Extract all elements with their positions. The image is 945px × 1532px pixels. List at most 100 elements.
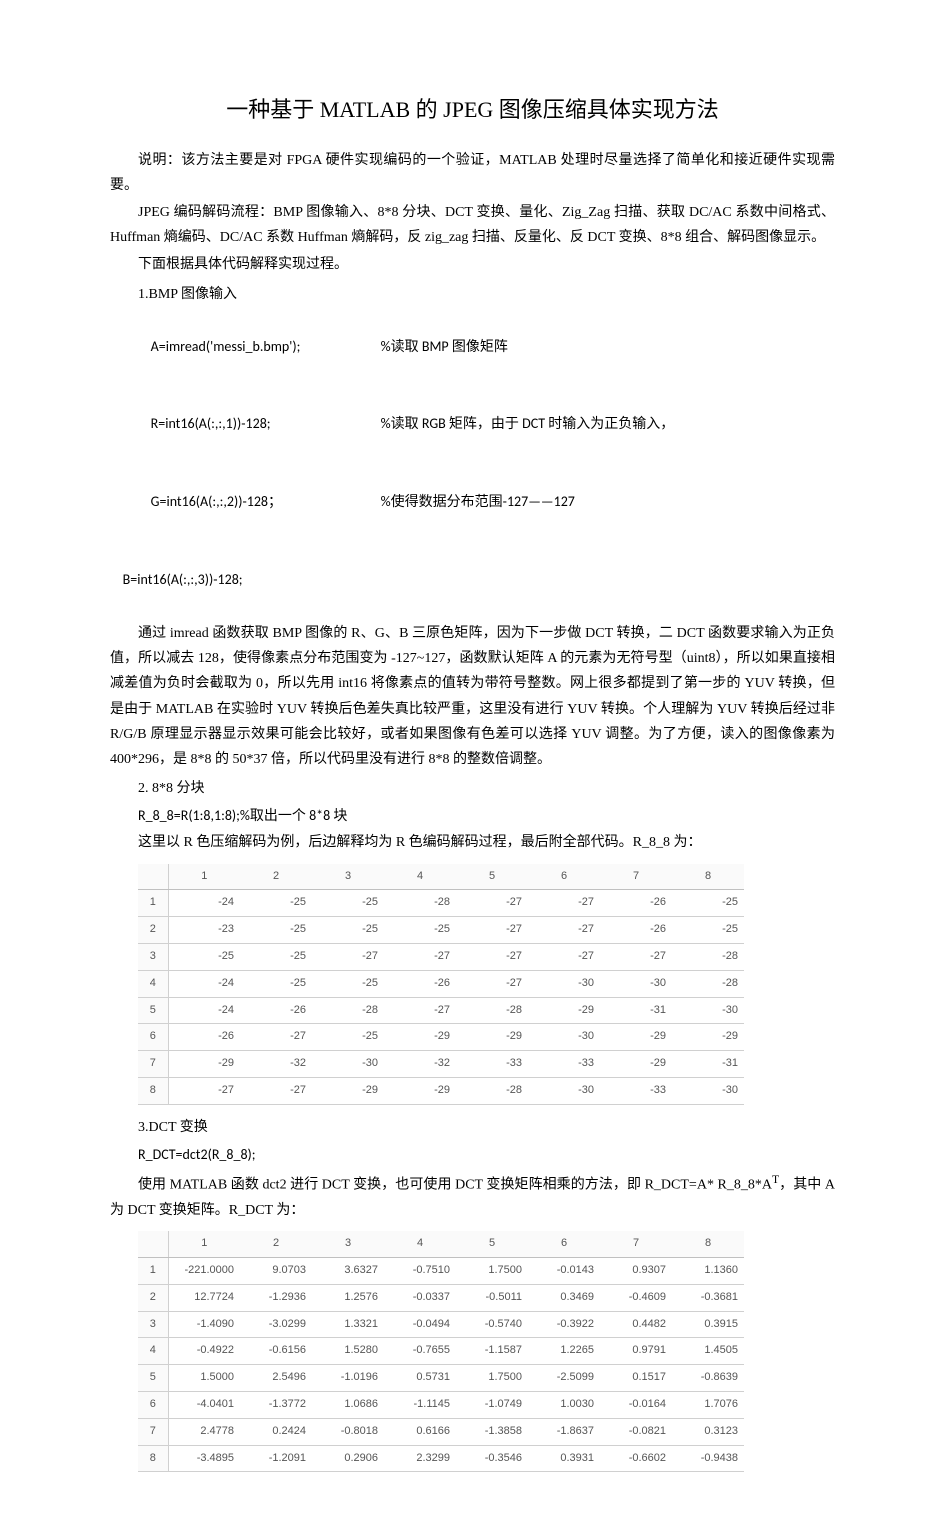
table-col-header: 7 — [600, 1231, 672, 1257]
table-cell: -33 — [600, 1078, 672, 1105]
table-cell: -3.4895 — [168, 1445, 240, 1472]
table-cell: -27 — [456, 944, 528, 971]
table-cell: -29 — [384, 1024, 456, 1051]
table-cell: -1.8637 — [528, 1418, 600, 1445]
table-cell: -27 — [528, 917, 600, 944]
table-row-header: 8 — [138, 1445, 168, 1472]
table-cell: -24 — [168, 970, 240, 997]
paragraph-dct: 使用 MATLAB 函数 dct2 进行 DCT 变换，也可使用 DCT 变换矩… — [110, 1169, 835, 1223]
table-cell: -30 — [528, 1078, 600, 1105]
table-col-header: 6 — [528, 1231, 600, 1257]
table-row-header: 5 — [138, 1365, 168, 1392]
code-line-3: G=int16(A(:,:,2))-128； — [123, 489, 353, 514]
table-cell: 1.4505 — [672, 1338, 744, 1365]
table-cell: 0.3915 — [672, 1311, 744, 1338]
table-cell: -29 — [312, 1078, 384, 1105]
superscript-t: T — [772, 1173, 779, 1186]
table-cell: -31 — [600, 997, 672, 1024]
code-line-2: R=int16(A(:,:,1))-128; — [123, 411, 353, 436]
paragraph-r88: 这里以 R 色压缩解码为例，后边解释均为 R 色编码解码过程，最后附全部代码。R… — [110, 830, 835, 855]
table-cell: -0.0494 — [384, 1311, 456, 1338]
table-cell: -0.8639 — [672, 1365, 744, 1392]
table-cell: -0.0821 — [600, 1418, 672, 1445]
table-cell: -29 — [672, 1024, 744, 1051]
table-col-header: 6 — [528, 864, 600, 890]
table-cell: -4.0401 — [168, 1392, 240, 1419]
table-cell: 0.9791 — [600, 1338, 672, 1365]
table-col-header: 5 — [456, 864, 528, 890]
table-cell: -30 — [672, 997, 744, 1024]
table-cell: -25 — [240, 890, 312, 917]
code-block-2: R_8_8=R(1:8,1:8);%取出一个 8*8 块 — [110, 803, 835, 828]
table-cell: -26 — [384, 970, 456, 997]
table-row: 212.7724-1.29361.2576-0.0337-0.50110.346… — [138, 1284, 744, 1311]
table-cell: 1.7076 — [672, 1392, 744, 1419]
table-row-header: 8 — [138, 1078, 168, 1105]
table-col-header: 4 — [384, 1231, 456, 1257]
table-cell: -30 — [528, 970, 600, 997]
table-cell: -0.4609 — [600, 1284, 672, 1311]
code-line-4: B=int16(A(:,:,3))-128; — [123, 571, 243, 588]
table-cell: -1.4090 — [168, 1311, 240, 1338]
table-cell: 1.7500 — [456, 1258, 528, 1285]
table-cell: -29 — [384, 1078, 456, 1105]
table-cell: -23 — [168, 917, 240, 944]
code-comment-1: %读取 BMP 图像矩阵 — [353, 334, 508, 359]
table-cell: -25 — [672, 917, 744, 944]
table-cell: -1.1145 — [384, 1392, 456, 1419]
table-row-header: 6 — [138, 1024, 168, 1051]
table-cell: -1.1587 — [456, 1338, 528, 1365]
table-cell: -24 — [168, 890, 240, 917]
table-cell: -25 — [312, 1024, 384, 1051]
table-cell: 9.0703 — [240, 1258, 312, 1285]
section-1-label: 1.BMP 图像输入 — [110, 282, 835, 307]
table-cell: -24 — [168, 997, 240, 1024]
table-cell: -28 — [312, 997, 384, 1024]
table-cell: -0.8018 — [312, 1418, 384, 1445]
table-cell: 0.3469 — [528, 1284, 600, 1311]
table-cell: 1.7500 — [456, 1365, 528, 1392]
table-cell: -0.3546 — [456, 1445, 528, 1472]
table-cell: -28 — [456, 1078, 528, 1105]
table-row: 1-221.00009.07033.6327-0.75101.7500-0.01… — [138, 1258, 744, 1285]
table-cell: -0.5740 — [456, 1311, 528, 1338]
table-cell: -25 — [240, 944, 312, 971]
table-rdct: 12345678 1-221.00009.07033.6327-0.75101.… — [138, 1231, 744, 1472]
table-cell: 3.6327 — [312, 1258, 384, 1285]
table-row: 3-1.4090-3.02991.3321-0.0494-0.5740-0.39… — [138, 1311, 744, 1338]
table-cell: 0.9307 — [600, 1258, 672, 1285]
table-cell: -32 — [384, 1051, 456, 1078]
table-cell: 0.2906 — [312, 1445, 384, 1472]
table-cell: -0.6156 — [240, 1338, 312, 1365]
table-cell: 0.4482 — [600, 1311, 672, 1338]
table-row: 1-24-25-25-28-27-27-26-25 — [138, 890, 744, 917]
table-row: 3-25-25-27-27-27-27-27-28 — [138, 944, 744, 971]
table-cell: -29 — [168, 1051, 240, 1078]
table-cell: -1.0749 — [456, 1392, 528, 1419]
section-2-label: 2. 8*8 分块 — [110, 776, 835, 801]
table-cell: -30 — [312, 1051, 384, 1078]
paragraph-imread: 通过 imread 函数获取 BMP 图像的 R、G、B 三原色矩阵，因为下一步… — [110, 621, 835, 772]
table-cell: -33 — [528, 1051, 600, 1078]
code-comment-2: %读取 RGB 矩阵，由于 DCT 时输入为正负输入， — [353, 411, 675, 436]
table-cell: -30 — [600, 970, 672, 997]
table-cell: 0.5731 — [384, 1365, 456, 1392]
table-cell: 0.1517 — [600, 1365, 672, 1392]
table-cell: 0.3931 — [528, 1445, 600, 1472]
table-cell: -25 — [672, 890, 744, 917]
table-cell: -27 — [456, 917, 528, 944]
table-cell: 1.3321 — [312, 1311, 384, 1338]
table-row: 2-23-25-25-25-27-27-26-25 — [138, 917, 744, 944]
table-col-header: 7 — [600, 864, 672, 890]
table-row-header: 5 — [138, 997, 168, 1024]
table-cell: -29 — [528, 997, 600, 1024]
table-col-header: 1 — [168, 1231, 240, 1257]
table-row: 8-3.4895-1.20910.29062.3299-0.35460.3931… — [138, 1445, 744, 1472]
table-cell: -33 — [456, 1051, 528, 1078]
table-row: 7-29-32-30-32-33-33-29-31 — [138, 1051, 744, 1078]
table-cell: -1.3772 — [240, 1392, 312, 1419]
table-cell: -0.7655 — [384, 1338, 456, 1365]
table-row-header: 2 — [138, 1284, 168, 1311]
table-cell: -28 — [672, 970, 744, 997]
paragraph-dct-a: 使用 MATLAB 函数 dct2 进行 DCT 变换，也可使用 DCT 变换矩… — [138, 1178, 772, 1193]
